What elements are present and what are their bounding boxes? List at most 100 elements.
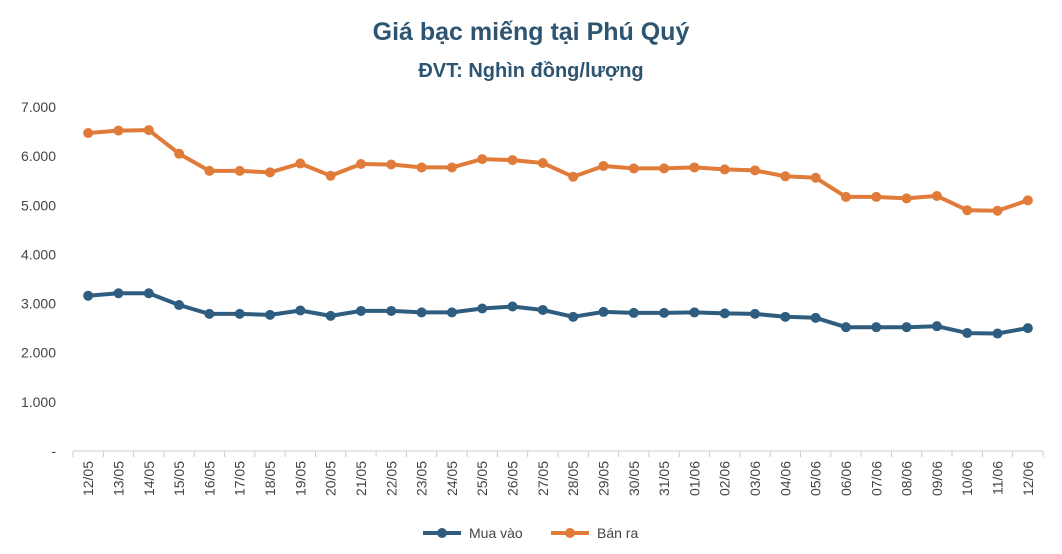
series-layer <box>83 125 1033 339</box>
x-tick-label: 26/05 <box>505 461 521 496</box>
x-tick-label: 31/05 <box>656 461 672 496</box>
data-point <box>355 305 366 316</box>
data-point <box>204 308 215 319</box>
data-point <box>568 171 579 182</box>
data-point <box>265 309 276 320</box>
x-tick-label: 18/05 <box>262 461 278 496</box>
x-tick-label: 06/06 <box>838 461 854 496</box>
y-tick-label: 3.000 <box>21 296 56 312</box>
data-point <box>355 159 366 170</box>
data-point <box>537 304 548 315</box>
data-point <box>537 158 548 169</box>
series-line-2 <box>88 128 1029 213</box>
data-point <box>750 165 761 176</box>
data-point <box>113 288 124 299</box>
data-point <box>901 322 912 333</box>
data-point <box>113 125 124 136</box>
legend-swatch-marker <box>437 528 447 538</box>
data-point <box>234 165 245 176</box>
x-tick-label: 19/05 <box>292 461 308 496</box>
data-point <box>750 308 761 319</box>
data-point <box>780 311 791 322</box>
data-point <box>992 205 1003 216</box>
data-point <box>265 167 276 178</box>
data-point <box>446 307 457 318</box>
x-axis-ticks: 12/05 13/05 14/05 15/05 16/05 17/05 18/05 19/05… <box>72 451 1044 496</box>
chart-subtitle: ĐVT: Nghìn đồng/lượng <box>418 60 643 82</box>
y-tick-label: 2.000 <box>21 345 56 361</box>
data-point <box>446 162 457 173</box>
data-point <box>234 308 245 319</box>
y-tick-label: 4.000 <box>21 246 56 262</box>
data-point <box>659 163 670 174</box>
x-tick-label: 09/06 <box>929 461 945 496</box>
data-point <box>386 159 397 170</box>
legend-label: Mua vào <box>469 525 523 541</box>
x-tick-label: 13/05 <box>110 461 126 496</box>
data-point <box>507 155 518 166</box>
data-point <box>598 306 609 317</box>
data-point <box>477 154 488 165</box>
data-point <box>143 125 154 136</box>
legend-swatch-marker <box>565 528 575 538</box>
data-point <box>689 307 700 318</box>
x-tick-label: 16/05 <box>201 461 217 496</box>
data-point <box>901 193 912 204</box>
x-tick-label: 03/06 <box>747 461 763 496</box>
x-tick-label: 27/05 <box>535 461 551 496</box>
x-tick-label: 07/06 <box>868 461 884 496</box>
x-tick-label: 23/05 <box>414 461 430 496</box>
x-tick-label: 08/06 <box>899 461 915 496</box>
x-tick-label: 11/06 <box>990 461 1006 495</box>
x-tick-label: 12/05 <box>80 461 96 496</box>
data-point <box>810 312 821 323</box>
data-point <box>689 162 700 173</box>
y-tick-label: 1.000 <box>21 394 56 410</box>
y-tick-label: 5.000 <box>21 197 56 213</box>
x-tick-label: 21/05 <box>353 461 369 496</box>
data-point <box>386 305 397 316</box>
x-tick-label: 25/05 <box>474 461 490 496</box>
y-tick-label: 6.000 <box>21 148 56 164</box>
data-point <box>325 310 336 321</box>
x-tick-label: 12/06 <box>1020 461 1036 496</box>
data-point <box>83 128 94 139</box>
data-point <box>992 328 1003 339</box>
data-point <box>477 303 488 314</box>
data-point <box>204 165 215 176</box>
x-tick-label: 10/06 <box>959 461 975 496</box>
data-point <box>568 311 579 322</box>
data-point <box>325 170 336 181</box>
x-tick-label: 20/05 <box>323 461 339 496</box>
data-point <box>628 307 639 318</box>
y-axis-ticks: - 1.000 2.000 3.000 4.000 5.000 6.000 7.000 <box>21 99 56 459</box>
data-point <box>719 164 730 175</box>
x-tick-label: 15/05 <box>171 461 187 496</box>
x-tick-label: 24/05 <box>444 461 460 496</box>
data-point <box>295 305 306 316</box>
data-point <box>416 162 427 173</box>
data-point <box>659 307 670 318</box>
data-point <box>780 171 791 182</box>
x-tick-label: 28/05 <box>565 461 581 496</box>
data-point <box>871 191 882 202</box>
x-tick-label: 02/06 <box>717 461 733 496</box>
x-tick-label: 05/06 <box>808 461 824 496</box>
data-point <box>931 190 942 201</box>
data-point <box>931 321 942 332</box>
data-point <box>840 322 851 333</box>
x-tick-label: 04/06 <box>777 461 793 496</box>
data-point <box>143 288 154 299</box>
series-line-1 <box>88 291 1029 336</box>
data-point <box>962 328 973 339</box>
legend-label: Bán ra <box>597 525 638 541</box>
data-point <box>840 191 851 202</box>
data-point <box>174 300 185 311</box>
x-tick-label: 17/05 <box>232 461 248 496</box>
chart-title: Giá bạc miếng tại Phú Quý <box>373 18 690 46</box>
x-tick-label: 14/05 <box>141 461 157 496</box>
data-point <box>1022 195 1033 206</box>
data-point <box>719 308 730 319</box>
x-tick-label: 29/05 <box>595 461 611 496</box>
